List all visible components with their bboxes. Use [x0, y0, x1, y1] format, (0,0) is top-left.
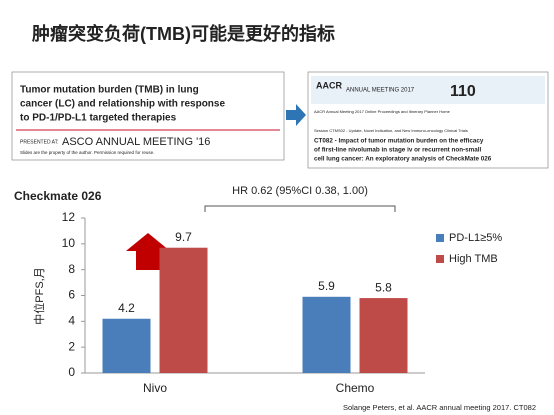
- annotation: HR 0.62 (95%CI 0.38, 1.00): [232, 185, 368, 197]
- value-label: 5.9: [318, 279, 335, 293]
- session: Session CTMS02 - Update, Novel Indicatio…: [314, 128, 468, 133]
- left-heading: Tumor mutation burden (TMB) in lung: [20, 85, 199, 96]
- anniversary: 110: [450, 83, 476, 100]
- abstract: cell lung cancer: An exploratory analysi…: [314, 156, 492, 163]
- legend-label: PD-L1≥5%: [449, 232, 502, 244]
- note: Slides are the property of the author. P…: [20, 150, 154, 155]
- bar: [102, 318, 151, 373]
- presented: PRESENTED AT:: [20, 139, 59, 145]
- x-tick-label: Chemo: [336, 381, 375, 395]
- banner-bg: [311, 76, 545, 104]
- y-tick-label: 10: [62, 236, 76, 250]
- arrow: [286, 104, 306, 126]
- chart-title: Checkmate 026: [14, 189, 102, 203]
- abstract: CT082 - Impact of tumor mutation burden …: [314, 138, 484, 145]
- legend-swatch: [436, 234, 444, 242]
- bar: [302, 296, 351, 373]
- up-arrow: [126, 233, 170, 270]
- left-frame: [11, 71, 285, 161]
- y-tick-label: 0: [68, 365, 75, 379]
- y-axis-label: 中位PFS,月: [32, 267, 46, 324]
- bracket: [204, 205, 396, 212]
- x-tick-label: Nivo: [143, 381, 167, 395]
- nav: AACR Annual Meeting 2017 Online Proceedi…: [314, 109, 451, 114]
- legend-swatch: [436, 255, 444, 263]
- y-tick-label: 12: [62, 210, 76, 224]
- logo: AACR: [316, 80, 342, 90]
- legend-label: High TMB: [449, 253, 498, 265]
- y-tick-label: 8: [68, 262, 75, 276]
- left-heading: to PD-1/PD-L1 targeted therapies: [20, 113, 177, 124]
- abstract: of first-line nivolumab in stage iv or r…: [314, 147, 481, 154]
- value-label: 5.8: [375, 280, 392, 294]
- y-tick-label: 2: [68, 339, 75, 353]
- right-image: AACR ANNUAL MEETING 2017 110 AACR Annual…: [307, 71, 549, 169]
- left-heading: cancer (LC) and relationship with respon…: [20, 99, 225, 110]
- slide-title: 肿瘤突变负荷(TMB)可能是更好的指标: [32, 23, 335, 44]
- value-label: 4.2: [118, 301, 135, 315]
- value-label: 9.7: [175, 230, 192, 244]
- bar: [159, 247, 208, 373]
- y-tick-label: 4: [68, 314, 75, 328]
- bar: [359, 298, 408, 373]
- y-tick-label: 6: [68, 288, 75, 302]
- banner: ANNUAL MEETING 2017: [346, 88, 415, 94]
- left-image: Tumor mutation burden (TMB) in lung canc…: [11, 71, 285, 161]
- meeting: ASCO ANNUAL MEETING '16: [62, 136, 210, 148]
- footer: Solange Peters, et al. AACR annual meeti…: [343, 403, 536, 412]
